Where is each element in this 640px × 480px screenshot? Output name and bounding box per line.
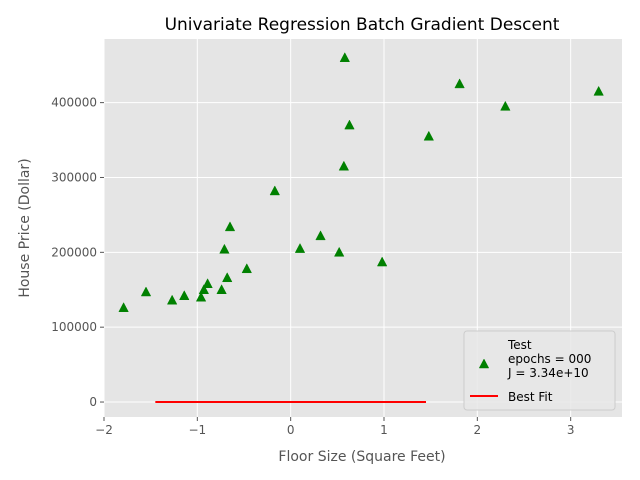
data-point <box>454 78 465 89</box>
y-tick-label: 0 <box>89 395 97 409</box>
data-point <box>500 100 511 111</box>
data-point <box>334 246 345 257</box>
data-point <box>269 185 280 196</box>
data-point <box>376 256 388 267</box>
chart-title: Univariate Regression Batch Gradient Des… <box>165 15 560 35</box>
data-point <box>344 119 355 130</box>
y-tick-label: 200000 <box>51 245 97 259</box>
y-tick-label: 100000 <box>51 320 97 334</box>
data-point <box>140 286 152 297</box>
y-axis-label: House Price (Dollar) <box>17 158 33 297</box>
data-point <box>202 278 213 289</box>
data-point <box>224 221 236 232</box>
data-point <box>216 284 227 295</box>
legend-label-scatter: epochs = 000 <box>508 352 591 366</box>
data-point <box>198 284 210 295</box>
legend-label-scatter: J = 3.34e+10 <box>507 366 589 380</box>
data-point <box>241 263 252 274</box>
data-point <box>294 243 306 253</box>
x-tick-label: 1 <box>380 423 388 437</box>
x-ticks: −2 −1 0 1 2 3 <box>95 417 574 437</box>
data-point <box>423 130 434 141</box>
data-point <box>118 302 129 312</box>
x-tick-label: 0 <box>287 423 295 437</box>
y-tick-label: 400000 <box>51 96 97 110</box>
y-ticks: 0 100000 200000 300000 400000 <box>51 96 104 409</box>
legend-marker-scatter <box>478 358 490 369</box>
data-point <box>315 230 326 241</box>
legend-label-line: Best Fit <box>508 390 553 404</box>
y-tick-label: 300000 <box>51 170 97 184</box>
x-axis-label: Floor Size (Square Feet) <box>278 449 445 465</box>
x-tick-label: 2 <box>474 423 482 437</box>
data-point <box>338 160 350 171</box>
data-point <box>222 272 233 283</box>
data-point <box>593 85 604 96</box>
data-point <box>179 290 190 300</box>
legend-label-scatter: Test <box>507 338 532 352</box>
series-layer <box>118 52 604 404</box>
data-point <box>339 52 350 62</box>
legend-frame <box>463 330 616 411</box>
x-tick-label: −2 <box>95 423 113 437</box>
data-point <box>219 243 230 254</box>
data-point <box>166 294 178 305</box>
x-tick-label: 3 <box>567 423 575 437</box>
data-point <box>195 291 207 302</box>
grid <box>103 39 622 417</box>
x-tick-label: −1 <box>188 423 206 437</box>
